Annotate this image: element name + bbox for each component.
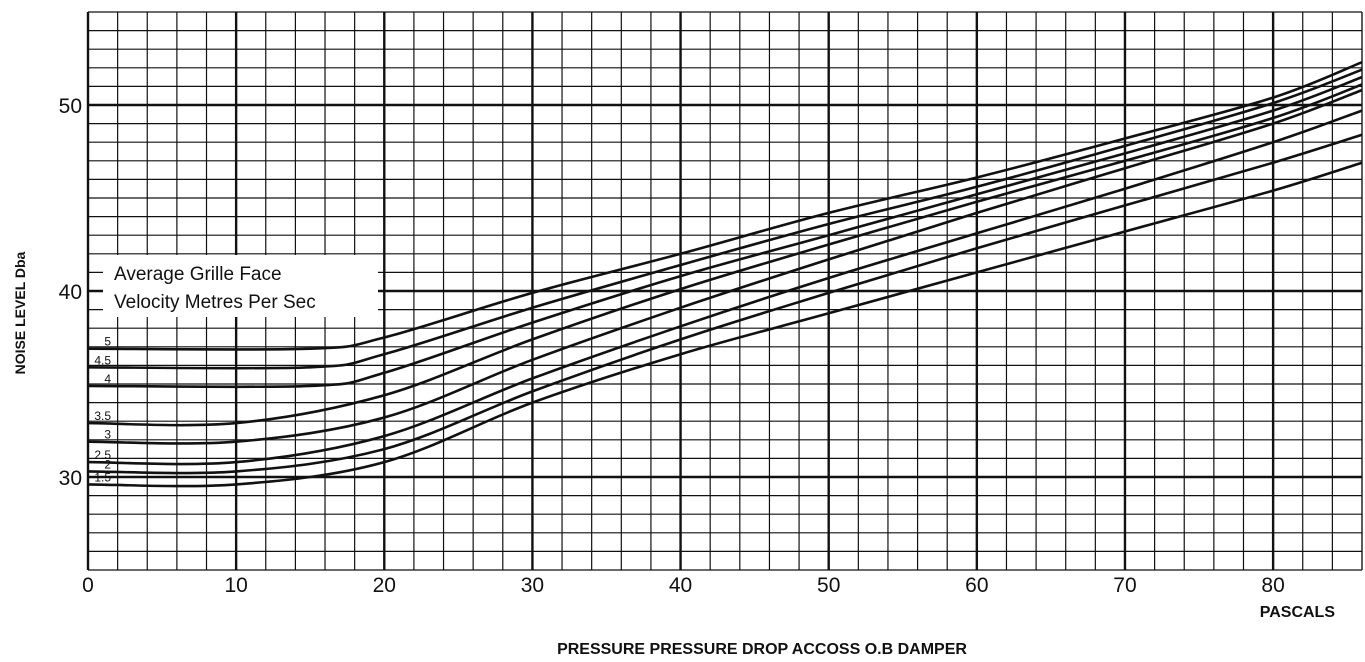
legend-background (103, 255, 378, 317)
y-tick-labels: 30 40 50 (59, 95, 82, 490)
series-labels: 5 4.5 4 3.5 3 2.521.5 (94, 335, 111, 485)
x-tick-label: 30 (521, 574, 544, 597)
legend-title-line-1: Average Grille Face (114, 264, 282, 285)
series-label-5: 5 (104, 335, 111, 349)
series-label-3-5: 3.5 (94, 409, 111, 423)
series-curves (87, 60, 1363, 488)
series-label-3: 3 (104, 428, 111, 442)
x-tick-label: 50 (817, 574, 840, 597)
x-tick-label: 0 (82, 574, 94, 597)
legend: Average Grille Face Velocity Metres Per … (103, 255, 378, 317)
series-label-2-5: 2.5 (94, 448, 111, 462)
series-line-3 (87, 88, 1363, 445)
x-axis-unit-label: PASCALS (1260, 604, 1336, 621)
series-line-3-5 (87, 83, 1363, 427)
x-tick-label: 10 (224, 574, 247, 597)
x-tick-labels: 0 10 20 30 40 50 60 70 80 (82, 574, 1285, 597)
x-tick-label: 70 (1113, 574, 1136, 597)
y-tick-label: 50 (59, 95, 82, 118)
x-axis-label: PRESSURE PRESSURE DROP ACCOSS O.B DAMPER (557, 641, 967, 658)
series-line-2-5 (87, 109, 1363, 466)
y-tick-label: 40 (59, 281, 82, 304)
series-label-4: 4 (104, 372, 111, 386)
x-tick-label: 40 (669, 574, 692, 597)
series-line-4 (87, 75, 1363, 389)
series-line-1-5 (87, 161, 1363, 488)
y-tick-label: 30 (59, 467, 82, 490)
series-line-2 (87, 133, 1363, 475)
series-label-4-5: 4.5 (94, 353, 111, 367)
y-axis-label: NOISE LEVEL Dba (12, 251, 28, 374)
x-tick-label: 60 (965, 574, 988, 597)
series-label-1-5: 1.5 (94, 470, 111, 484)
x-tick-label: 80 (1261, 574, 1284, 597)
x-tick-label: 20 (373, 574, 396, 597)
series-line-4-5 (87, 68, 1363, 370)
legend-title-line-2: Velocity Metres Per Sec (114, 292, 316, 313)
series-line-5 (87, 60, 1363, 351)
series-label-2: 2 (104, 457, 111, 471)
